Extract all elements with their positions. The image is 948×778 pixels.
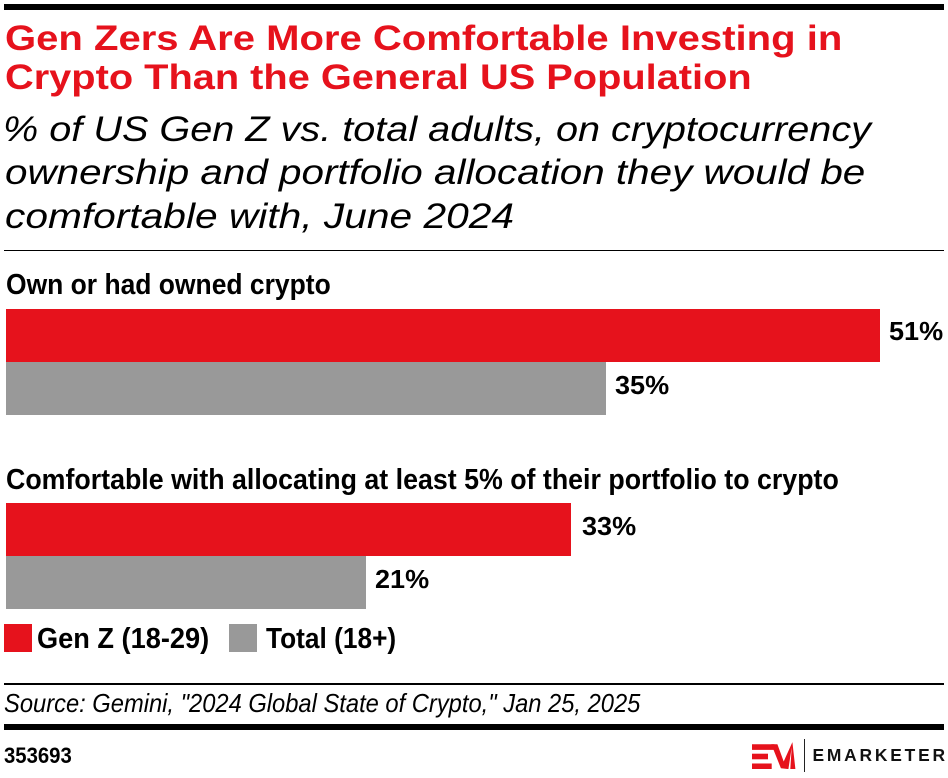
category-label-2: Comfortable with allocating at least 5% … <box>6 463 839 496</box>
header-divider-rule <box>4 249 944 252</box>
chart-title-line-2: Crypto Than the General US Population <box>5 58 752 97</box>
chart-subtitle: % of US Gen Z vs. total adults, on crypt… <box>3 108 871 238</box>
legend-swatch-genz <box>3 624 32 653</box>
emarketer-logo-icon <box>752 741 796 769</box>
emarketer-wordmark: EMARKETER <box>812 745 948 766</box>
legend-label-total: Total (18+) <box>266 622 397 655</box>
bar-row-genz-owned: 51% <box>5 308 944 363</box>
bar-value-genz-owned: 51% <box>888 318 944 347</box>
bar-genz-allocate <box>5 502 572 557</box>
chart-subtitle-line-2: ownership and portfolio allocation they … <box>4 153 866 193</box>
bar-total-owned <box>5 362 606 416</box>
chart-subtitle-line-3: comfortable with, June 2024 <box>4 196 514 236</box>
bar-value-total-allocate: 21% <box>374 565 429 594</box>
bar-genz-owned <box>5 308 880 363</box>
source-note: Source: Gemini, "2024 Global State of Cr… <box>3 687 640 718</box>
bar-value-total-owned: 35% <box>614 371 669 400</box>
chart-subtitle-line-1: % of US Gen Z vs. total adults, on crypt… <box>2 110 871 150</box>
category-label-1: Own or had owned crypto <box>6 269 331 302</box>
footer-divider-bar <box>4 724 944 731</box>
bar-total-allocate <box>5 556 366 610</box>
source-divider-rule <box>4 683 944 685</box>
chart-id: 353693 <box>3 743 72 769</box>
logo-divider-line <box>803 739 806 772</box>
bar-row-total-owned: 35% <box>5 362 669 416</box>
bar-row-total-allocate: 21% <box>5 556 429 610</box>
legend-swatch-total <box>228 624 257 653</box>
bar-row-genz-allocate: 33% <box>5 502 637 557</box>
top-border-bar <box>4 4 944 10</box>
legend-label-genz: Gen Z (18-29) <box>37 622 210 655</box>
chart-title: Gen Zers Are More Comfortable Investing … <box>5 19 842 97</box>
chart-title-line-1: Gen Zers Are More Comfortable Investing … <box>5 19 843 58</box>
bar-value-genz-allocate: 33% <box>581 512 637 541</box>
